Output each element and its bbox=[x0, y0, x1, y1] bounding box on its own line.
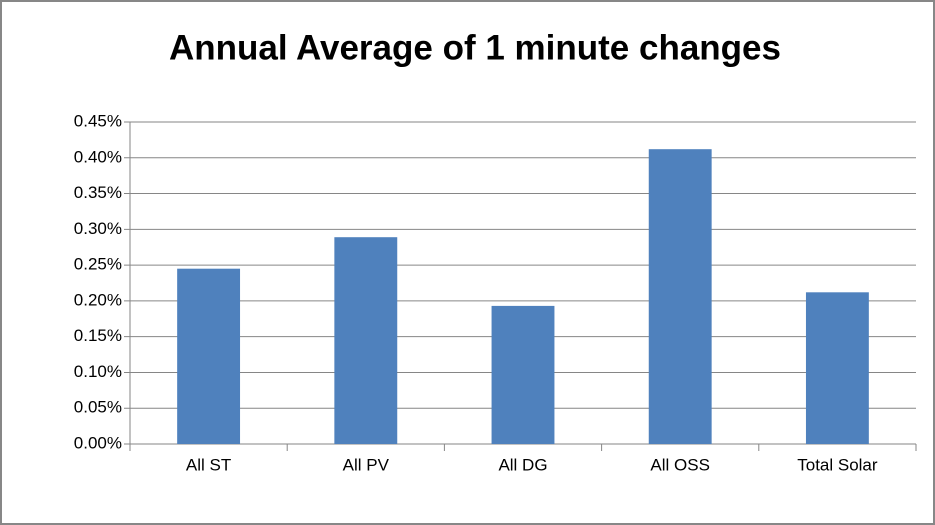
bar bbox=[491, 305, 555, 444]
bar bbox=[805, 292, 869, 444]
x-tick-label: All PV bbox=[343, 455, 390, 474]
x-tick-label: All ST bbox=[186, 455, 231, 474]
y-tick-label: 0.05% bbox=[74, 398, 122, 417]
bar bbox=[177, 268, 241, 444]
y-tick-label: 0.40% bbox=[74, 147, 122, 166]
y-tick-label: 0.15% bbox=[74, 326, 122, 345]
x-tick-label: All DG bbox=[498, 455, 547, 474]
y-tick-label: 0.35% bbox=[74, 183, 122, 202]
y-tick-label: 0.10% bbox=[74, 362, 122, 381]
y-tick-label: 0.45% bbox=[74, 111, 122, 130]
chart-title: Annual Average of 1 minute changes bbox=[169, 28, 781, 67]
y-tick-label: 0.20% bbox=[74, 290, 122, 309]
x-tick-label: All OSS bbox=[650, 455, 710, 474]
x-tick-label: Total Solar bbox=[797, 455, 878, 474]
bar bbox=[648, 149, 712, 445]
y-tick-label: 0.30% bbox=[74, 219, 122, 238]
bar bbox=[334, 237, 398, 444]
y-tick-label: 0.25% bbox=[74, 255, 122, 274]
y-tick-label: 0.00% bbox=[74, 433, 122, 452]
